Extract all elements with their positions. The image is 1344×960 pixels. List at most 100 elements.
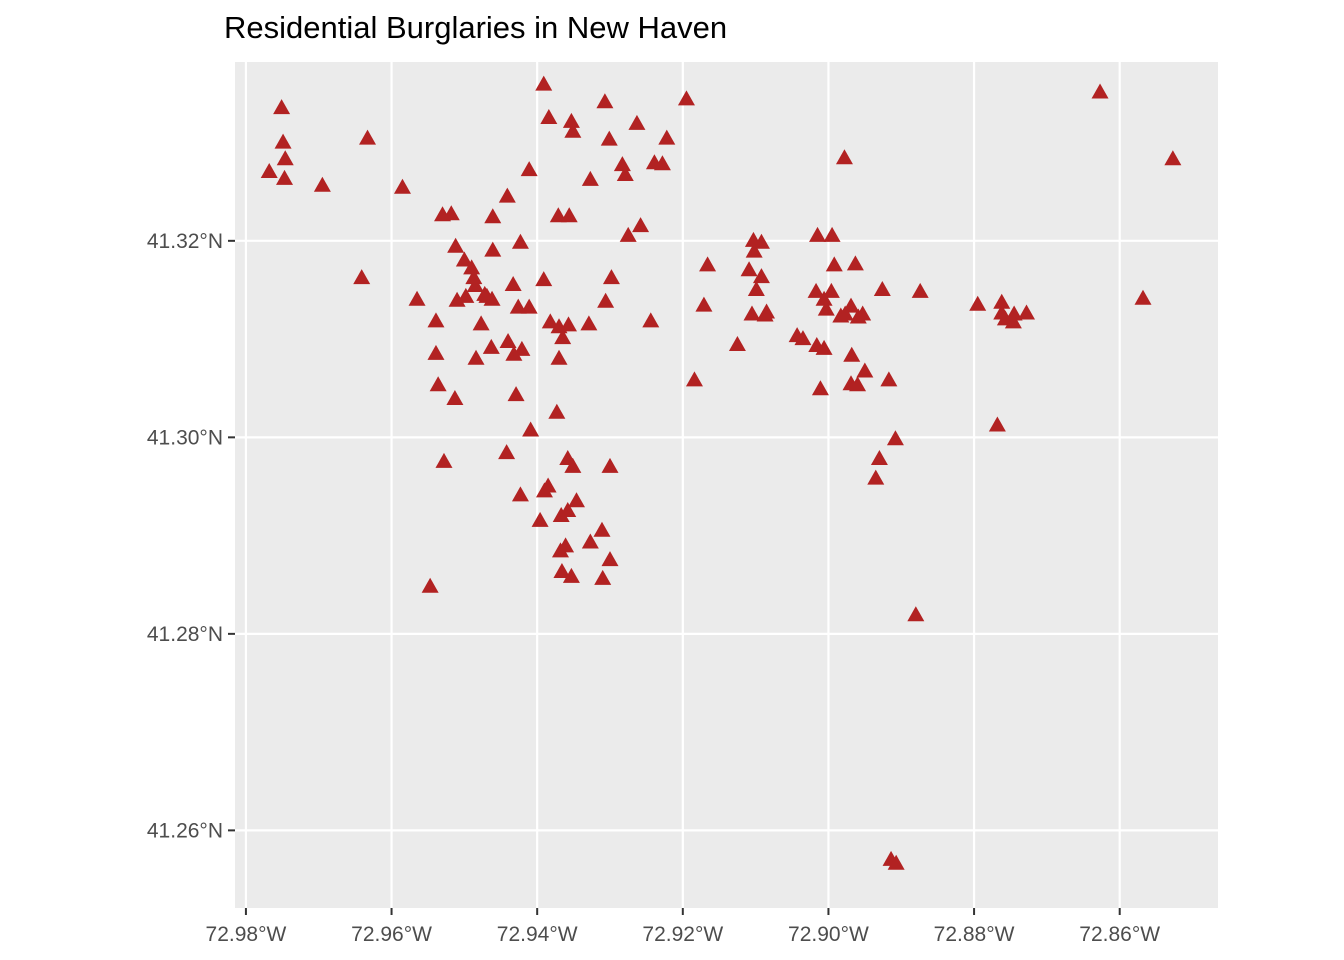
data-point bbox=[552, 506, 570, 522]
data-point bbox=[628, 114, 646, 130]
data-point bbox=[535, 75, 553, 91]
data-point bbox=[499, 333, 517, 349]
data-point bbox=[911, 282, 929, 298]
data-point bbox=[564, 122, 582, 138]
data-point bbox=[562, 112, 580, 128]
data-point bbox=[483, 290, 501, 306]
data-point bbox=[1164, 150, 1182, 166]
data-point bbox=[564, 457, 582, 473]
data-point bbox=[581, 533, 599, 549]
data-point bbox=[807, 282, 825, 298]
data-point bbox=[752, 233, 770, 249]
data-point bbox=[613, 156, 631, 172]
data-point bbox=[531, 511, 549, 527]
data-point bbox=[427, 344, 445, 360]
data-point bbox=[811, 380, 829, 396]
data-point bbox=[747, 280, 765, 296]
grid-lines bbox=[235, 62, 1218, 908]
data-point bbox=[421, 577, 439, 593]
data-point bbox=[511, 486, 529, 502]
data-point bbox=[520, 161, 538, 177]
data-point bbox=[505, 345, 523, 361]
data-point bbox=[846, 255, 864, 271]
data-point bbox=[677, 90, 695, 106]
data-point bbox=[817, 300, 835, 316]
x-tick-label: 72.96°W bbox=[351, 923, 432, 946]
y-tick-label: 41.30°N bbox=[147, 426, 223, 449]
data-point bbox=[442, 205, 460, 221]
data-point bbox=[887, 854, 905, 870]
data-point bbox=[685, 371, 703, 387]
data-point bbox=[276, 169, 294, 185]
chart-title: Residential Burglaries in New Haven bbox=[224, 10, 728, 45]
data-point bbox=[745, 242, 763, 258]
data-point bbox=[353, 269, 371, 285]
data-point bbox=[993, 293, 1011, 309]
data-point bbox=[600, 130, 618, 146]
data-point bbox=[823, 226, 841, 242]
y-tick-label: 41.32°N bbox=[147, 230, 223, 253]
data-point bbox=[601, 457, 619, 473]
data-point bbox=[520, 298, 538, 314]
data-point bbox=[498, 444, 516, 460]
data-point bbox=[548, 403, 566, 419]
data-point bbox=[498, 187, 516, 203]
data-point bbox=[562, 567, 580, 583]
data-point bbox=[435, 452, 453, 468]
data-point bbox=[463, 259, 481, 275]
data-point bbox=[969, 295, 987, 311]
data-point bbox=[653, 155, 671, 171]
data-point bbox=[836, 305, 854, 321]
data-point bbox=[699, 256, 717, 272]
data-point bbox=[632, 217, 650, 233]
data-point bbox=[513, 340, 531, 356]
data-point bbox=[1134, 289, 1152, 305]
data-point bbox=[695, 296, 713, 312]
data-point bbox=[835, 149, 853, 165]
data-point bbox=[551, 542, 569, 558]
x-axis: 72.98°W 72.96°W 72.94°W 72.92°W 72.90°W 72.88… bbox=[206, 908, 1160, 946]
data-point bbox=[448, 291, 466, 307]
data-point bbox=[658, 129, 676, 145]
data-point bbox=[756, 306, 774, 322]
data-point bbox=[447, 237, 465, 253]
data-point bbox=[465, 269, 483, 285]
data-point bbox=[728, 335, 746, 351]
data-point bbox=[393, 178, 411, 194]
data-point bbox=[535, 271, 553, 287]
data-point bbox=[482, 338, 500, 354]
data-point bbox=[273, 99, 291, 115]
data-point bbox=[740, 261, 758, 277]
data-point bbox=[822, 282, 840, 298]
data-point bbox=[568, 492, 586, 508]
data-point bbox=[825, 256, 843, 272]
data-point bbox=[553, 562, 571, 578]
data-point bbox=[597, 292, 615, 308]
data-point bbox=[559, 316, 577, 332]
data-point bbox=[540, 109, 558, 125]
data-point bbox=[809, 226, 827, 242]
data-point bbox=[849, 376, 867, 392]
data-point bbox=[455, 251, 473, 267]
data-point bbox=[550, 349, 568, 365]
data-point bbox=[313, 176, 331, 192]
data-point bbox=[549, 207, 567, 223]
data-point bbox=[504, 276, 522, 292]
data-point bbox=[511, 233, 529, 249]
data-point bbox=[580, 315, 598, 331]
x-tick-label: 72.94°W bbox=[497, 923, 578, 946]
data-point bbox=[642, 312, 660, 328]
x-tick-label: 72.90°W bbox=[788, 923, 869, 946]
data-point bbox=[408, 290, 426, 306]
data-point bbox=[484, 241, 502, 257]
data-point bbox=[743, 305, 761, 321]
data-point bbox=[359, 129, 377, 145]
data-point bbox=[601, 551, 619, 567]
data-point bbox=[815, 290, 833, 306]
data-point bbox=[457, 287, 475, 303]
data-points bbox=[260, 75, 1182, 870]
data-point bbox=[484, 208, 502, 224]
data-point bbox=[446, 390, 464, 406]
data-point bbox=[867, 469, 885, 485]
